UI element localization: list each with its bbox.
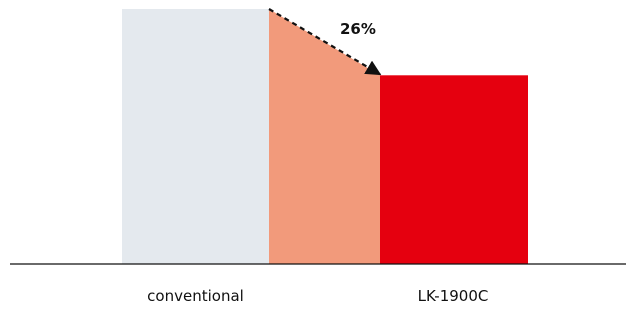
reduction-arrow xyxy=(268,8,382,76)
bar-conventional xyxy=(122,9,269,264)
bar-reduction-band xyxy=(269,9,380,264)
bar-lk1900c xyxy=(380,75,528,264)
category-label-conventional: conventional xyxy=(147,287,244,305)
reduction-label: 26% xyxy=(340,20,376,38)
category-label-lk1900c: LK-1900C xyxy=(418,287,489,305)
